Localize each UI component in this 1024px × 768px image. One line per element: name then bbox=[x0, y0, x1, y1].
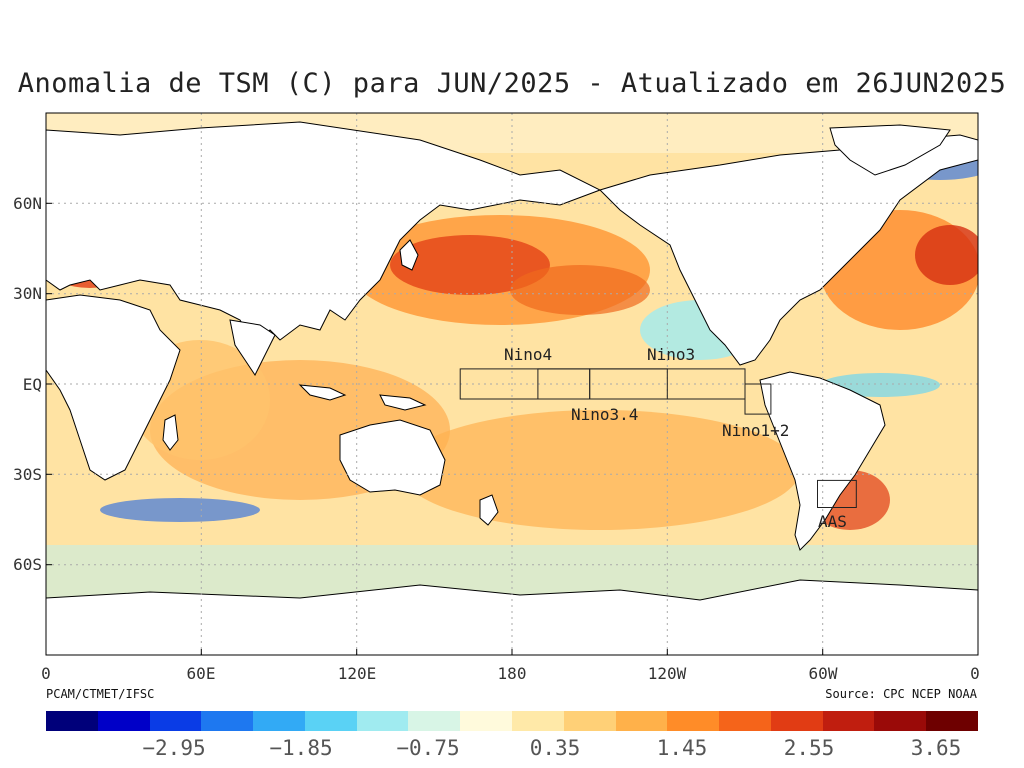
lat-tick: 30N bbox=[13, 284, 42, 303]
lat-tick-marks bbox=[46, 202, 52, 566]
credit-source: Source: CPC NCEP NOAA bbox=[825, 687, 977, 701]
colorbar-label: −1.85 bbox=[269, 736, 333, 760]
colorbar-label: −0.75 bbox=[396, 736, 460, 760]
lon-tick: 0 bbox=[970, 664, 980, 683]
colorbar-segment bbox=[356, 711, 409, 731]
land-new-guinea bbox=[379, 394, 427, 411]
land-india bbox=[229, 319, 276, 376]
colorbar-label: 1.45 bbox=[656, 736, 708, 760]
lon-tick: 120E bbox=[338, 664, 377, 683]
colorbar-segment bbox=[926, 711, 979, 731]
label-aas: AAS bbox=[818, 512, 847, 531]
lon-tick-labels: 0 60E 120E 180 120W 60W 0 bbox=[41, 664, 980, 683]
colorbar-segment bbox=[253, 711, 306, 731]
colorbar-segment bbox=[46, 711, 99, 731]
land-japan bbox=[399, 239, 419, 271]
lat-tick-labels: 60N 30N EQ 30S 60S bbox=[13, 194, 42, 574]
lat-tick: 60S bbox=[13, 555, 42, 574]
colorbar-segment bbox=[460, 711, 513, 731]
lon-tick: 60E bbox=[187, 664, 216, 683]
colorbar-segment bbox=[408, 711, 461, 731]
land-africa bbox=[46, 294, 181, 481]
colorbar bbox=[46, 711, 979, 731]
colorbar-label: 3.65 bbox=[910, 736, 962, 760]
lat-tick: 60N bbox=[13, 194, 42, 213]
colorbar-segment bbox=[615, 711, 668, 731]
colorbar-segment bbox=[563, 711, 617, 731]
sst-anomaly-map: Nino4 Nino3 Nino3.4 Nino1+2 AAS 60N 30N … bbox=[13, 112, 980, 683]
colorbar-segment bbox=[822, 711, 875, 731]
land-madagascar bbox=[162, 414, 179, 451]
lon-tick: 60W bbox=[809, 664, 838, 683]
label-nino34: Nino3.4 bbox=[571, 405, 638, 424]
colorbar-segment bbox=[201, 711, 254, 731]
lon-tick-marks bbox=[200, 649, 824, 655]
colorbar-segment bbox=[770, 711, 824, 731]
map-title: Anomalia de TSM (C) para JUN/2025 - Atua… bbox=[17, 68, 1007, 99]
label-nino12: Nino1+2 bbox=[722, 421, 789, 440]
continents bbox=[46, 121, 978, 655]
colorbar-label: 0.35 bbox=[529, 736, 581, 760]
nino12-box bbox=[744, 383, 772, 415]
lon-tick: 120W bbox=[648, 664, 687, 683]
colorbar-segment bbox=[149, 711, 202, 731]
label-nino3: Nino3 bbox=[647, 345, 695, 364]
colorbar-segment bbox=[97, 711, 151, 731]
colorbar-label: −2.95 bbox=[142, 736, 206, 760]
colorbar-segment bbox=[512, 711, 565, 731]
land-eurasia bbox=[46, 121, 602, 346]
lat-tick: EQ bbox=[23, 375, 42, 394]
colorbar-segment bbox=[874, 711, 927, 731]
colorbar-segment bbox=[719, 711, 772, 731]
colorbar-segment bbox=[667, 711, 720, 731]
label-nino4: Nino4 bbox=[504, 345, 552, 364]
land-indonesia bbox=[298, 384, 347, 401]
aas-box bbox=[817, 479, 857, 508]
land-australia bbox=[339, 419, 446, 496]
credit-institution: PCAM/CTMET/IFSC bbox=[46, 687, 155, 701]
land-greenland bbox=[829, 124, 951, 176]
lon-tick: 0 bbox=[41, 664, 51, 683]
nino-regions bbox=[459, 368, 857, 508]
colorbar-label: 2.55 bbox=[783, 736, 835, 760]
lon-tick: 180 bbox=[498, 664, 527, 683]
colorbar-segment bbox=[304, 711, 358, 731]
lat-tick: 30S bbox=[13, 465, 42, 484]
land-new-zealand bbox=[479, 494, 499, 526]
